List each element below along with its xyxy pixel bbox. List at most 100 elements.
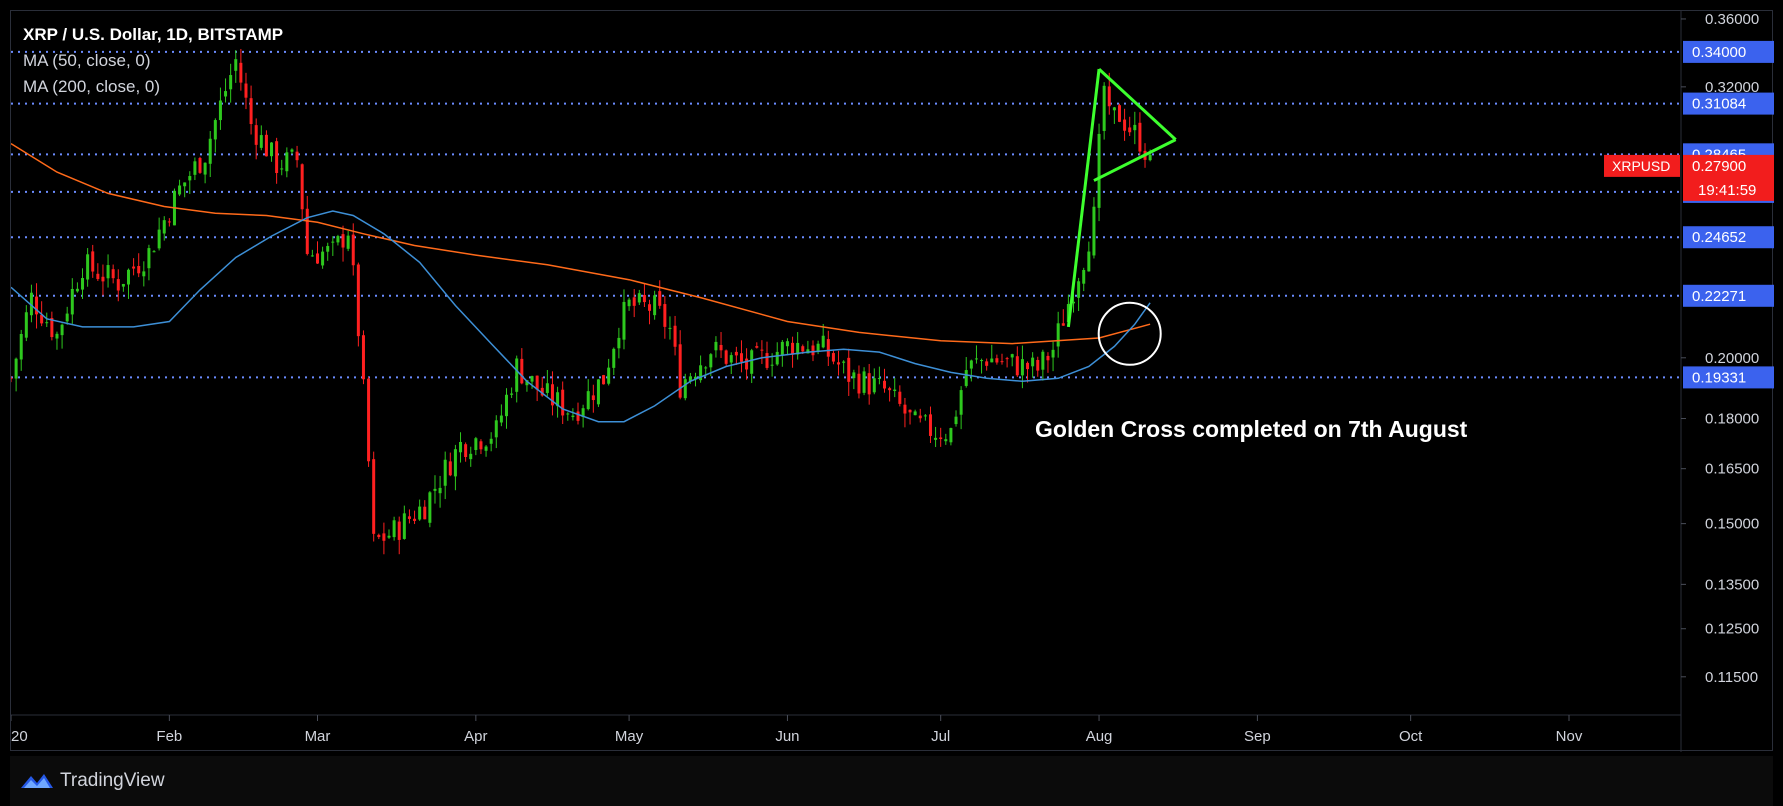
candle-body[interactable]: [990, 358, 994, 363]
candle-body[interactable]: [1010, 354, 1014, 358]
candle-body[interactable]: [1066, 304, 1070, 322]
candle-body[interactable]: [423, 506, 427, 520]
candle-body[interactable]: [622, 301, 626, 340]
candle-body[interactable]: [402, 513, 406, 539]
candle-body[interactable]: [709, 354, 713, 368]
candle-body[interactable]: [974, 358, 978, 360]
candle-body[interactable]: [944, 439, 948, 442]
candle-body[interactable]: [203, 162, 207, 175]
candle-body[interactable]: [433, 488, 437, 491]
candle-body[interactable]: [704, 367, 708, 369]
candle-body[interactable]: [121, 283, 125, 287]
candle-body[interactable]: [50, 318, 54, 338]
candle-body[interactable]: [413, 518, 417, 521]
candle-body[interactable]: [244, 83, 248, 98]
candle-body[interactable]: [1102, 85, 1106, 131]
candle-body[interactable]: [1005, 358, 1009, 360]
candle-body[interactable]: [11, 377, 13, 379]
candle-body[interactable]: [821, 335, 825, 348]
candle-body[interactable]: [888, 388, 892, 391]
candle-body[interactable]: [270, 142, 274, 157]
candle-body[interactable]: [387, 535, 391, 538]
candle-body[interactable]: [484, 446, 488, 451]
candle-body[interactable]: [739, 353, 743, 362]
candle-body[interactable]: [65, 313, 69, 322]
candle-body[interactable]: [14, 358, 18, 379]
candle-body[interactable]: [617, 337, 621, 349]
candle-body[interactable]: [70, 288, 74, 315]
candle-body[interactable]: [504, 394, 508, 417]
candle-body[interactable]: [259, 135, 263, 148]
candle-body[interactable]: [831, 353, 835, 362]
candle-body[interactable]: [1148, 154, 1152, 161]
candle-body[interactable]: [377, 534, 381, 538]
candle-body[interactable]: [188, 176, 192, 181]
candle-body[interactable]: [392, 520, 396, 538]
candle-body[interactable]: [571, 415, 575, 418]
candle-body[interactable]: [683, 379, 687, 399]
candle-body[interactable]: [673, 325, 677, 347]
candle-body[interactable]: [770, 364, 774, 366]
candle-body[interactable]: [918, 415, 922, 419]
candle-body[interactable]: [699, 365, 703, 381]
candle-body[interactable]: [19, 333, 23, 360]
candle-body[interactable]: [469, 453, 473, 460]
candle-body[interactable]: [111, 269, 115, 279]
candle-body[interactable]: [101, 276, 105, 282]
candle-body[interactable]: [280, 168, 284, 170]
candle-body[interactable]: [780, 341, 784, 355]
candle-body[interactable]: [893, 389, 897, 391]
candle-body[interactable]: [249, 98, 253, 124]
candle-body[interactable]: [959, 390, 963, 415]
candle-body[interactable]: [474, 438, 478, 451]
candle-body[interactable]: [264, 134, 268, 157]
candle-body[interactable]: [627, 299, 631, 307]
candle-body[interactable]: [612, 348, 616, 368]
candle-body[interactable]: [928, 414, 932, 436]
candle-body[interactable]: [290, 149, 294, 152]
ma50-line[interactable]: [11, 210, 1151, 423]
candle-body[interactable]: [1072, 301, 1076, 304]
candle-body[interactable]: [1000, 361, 1004, 363]
candle-body[interactable]: [724, 350, 728, 364]
candle-body[interactable]: [178, 185, 182, 195]
candle-body[interactable]: [1097, 133, 1101, 208]
candle-body[interactable]: [520, 358, 524, 384]
candle-body[interactable]: [86, 254, 90, 280]
candle-body[interactable]: [336, 236, 340, 243]
candle-body[interactable]: [995, 358, 999, 363]
candle-body[interactable]: [464, 444, 468, 458]
candle-body[interactable]: [137, 266, 141, 274]
candle-body[interactable]: [561, 389, 565, 416]
candle-body[interactable]: [596, 379, 600, 405]
candle-body[interactable]: [60, 324, 64, 336]
candle-body[interactable]: [816, 343, 820, 353]
candle-body[interactable]: [438, 487, 442, 494]
candle-body[interactable]: [857, 373, 861, 394]
candle-body[interactable]: [162, 220, 166, 234]
candle-body[interactable]: [530, 376, 534, 382]
candle-body[interactable]: [254, 125, 258, 145]
candle-body[interactable]: [224, 91, 228, 97]
candle-body[interactable]: [1138, 122, 1142, 152]
candle-body[interactable]: [75, 288, 79, 292]
candle-body[interactable]: [397, 521, 401, 540]
price-chart[interactable]: 0.36000 0.32000 0.20000 0.18000 0.16500 0.150…: [11, 11, 1774, 752]
candle-body[interactable]: [525, 380, 529, 386]
candle-body[interactable]: [1036, 359, 1040, 371]
candle-body[interactable]: [1046, 355, 1050, 361]
candle-body[interactable]: [229, 75, 233, 90]
chart-panel[interactable]: 0.36000 0.32000 0.20000 0.18000 0.16500 0.150…: [10, 10, 1774, 752]
candle-body[interactable]: [106, 265, 110, 279]
candle-body[interactable]: [198, 158, 202, 173]
candle-body[interactable]: [714, 341, 718, 351]
candle-body[interactable]: [157, 229, 161, 249]
pennant-lower-line[interactable]: [1093, 138, 1177, 182]
candle-body[interactable]: [837, 362, 841, 365]
candle-body[interactable]: [954, 416, 958, 425]
candle-body[interactable]: [550, 384, 554, 406]
candle-body[interactable]: [745, 358, 749, 370]
candle-body[interactable]: [1015, 356, 1019, 376]
candle-body[interactable]: [91, 251, 95, 272]
candle-body[interactable]: [275, 141, 279, 174]
